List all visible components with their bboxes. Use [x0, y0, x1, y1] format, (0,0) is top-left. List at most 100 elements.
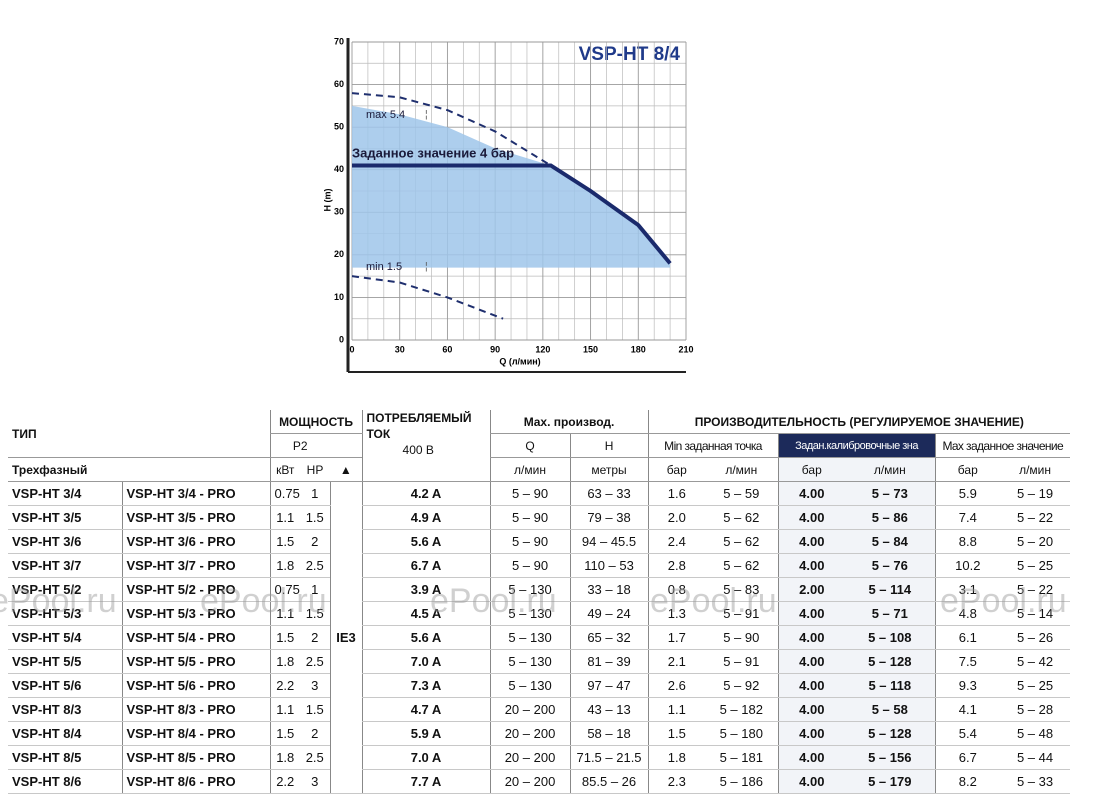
- cell: 2: [300, 625, 330, 650]
- cell: 5 – 128: [845, 649, 936, 674]
- cell: 5 – 20: [1000, 529, 1071, 554]
- cell: 5.6 A: [361, 625, 491, 650]
- y-tick-label: 10: [334, 292, 344, 302]
- cell: 5 – 130: [489, 577, 571, 602]
- cell: 5 – 179: [845, 769, 936, 794]
- y-axis-label: H (m): [322, 189, 332, 212]
- cell: 4.00: [777, 649, 846, 674]
- cell: 5 – 42: [1000, 649, 1071, 674]
- cell: VSP-HT 8/3: [8, 697, 122, 722]
- cell: 5 – 90: [489, 505, 571, 530]
- cell: 63 – 33: [569, 481, 649, 506]
- operating-area: [352, 105, 671, 268]
- cell: Q: [489, 433, 571, 458]
- cell: 5 – 76: [845, 553, 936, 578]
- cell: 4.1: [934, 697, 1001, 722]
- cell: 5 – 91: [705, 649, 779, 674]
- cell: 5 – 84: [845, 529, 936, 554]
- cell: л/мин: [705, 457, 779, 482]
- header-text: ПОТРЕБЛЯЕМЫЙ ТОК: [366, 411, 472, 441]
- cell: 1.5: [647, 721, 706, 746]
- cell: 4.00: [777, 721, 846, 746]
- cell: 5 – 86: [845, 505, 936, 530]
- cell: P2: [269, 433, 330, 458]
- cell: 5 – 130: [489, 649, 571, 674]
- cell: 1.8: [269, 649, 300, 674]
- cell: VSP-HT 3/4 - PRO: [121, 481, 270, 506]
- cell: VSP-HT 5/4 - PRO: [121, 625, 270, 650]
- cell: 2.6: [647, 673, 706, 698]
- cell: 5 – 90: [489, 553, 571, 578]
- cell: 79 – 38: [569, 505, 649, 530]
- cell: 97 – 47: [569, 673, 649, 698]
- x-tick-label: 90: [490, 344, 500, 354]
- cell: 1.1: [269, 601, 300, 626]
- cell: 5 – 26: [1000, 625, 1071, 650]
- cell: ТИП: [8, 410, 270, 458]
- cell: 5 – 186: [705, 769, 779, 794]
- cell: 0.8: [647, 577, 706, 602]
- cell: 5 – 108: [845, 625, 936, 650]
- y-tick-label: 40: [334, 164, 344, 174]
- header-row: Трехфазный кВт HP ▲ л/мин метры бар л/мин бар л/м…: [8, 457, 1071, 482]
- y-tick-label: 20: [334, 249, 344, 259]
- cell: Задан.калибровочные зна: [777, 433, 936, 458]
- cell: 4.00: [777, 529, 846, 554]
- cell: 1.8: [647, 745, 706, 770]
- cell: 0.75: [269, 481, 300, 506]
- cell: 6.1: [934, 625, 1001, 650]
- cell: 8.2: [934, 769, 1001, 794]
- cell: 5 – 182: [705, 697, 779, 722]
- cell: 4.2 A: [361, 481, 491, 506]
- x-tick-label: 210: [678, 344, 693, 354]
- cell: VSP-HT 5/2: [8, 577, 122, 602]
- cell: VSP-HT 8/6 - PRO: [121, 769, 270, 794]
- cell: 5 – 118: [845, 673, 936, 698]
- cell: VSP-HT 3/7 - PRO: [121, 553, 270, 578]
- cell: 5.9 A: [361, 721, 491, 746]
- cell: 4.00: [777, 745, 846, 770]
- cell: 2.2: [269, 673, 300, 698]
- cell: VSP-HT 8/4 - PRO: [121, 721, 270, 746]
- cell: 4.00: [777, 625, 846, 650]
- x-tick-label: 0: [349, 344, 354, 354]
- cell: 5 – 130: [489, 625, 571, 650]
- cell: 4.5 A: [361, 601, 491, 626]
- cell: 1.5: [269, 529, 300, 554]
- cell: VSP-HT 8/6: [8, 769, 122, 794]
- cell: 71.5 – 21.5: [569, 745, 649, 770]
- cell: 0.75: [269, 577, 300, 602]
- row: VSP-HT 8/5 VSP-HT 8/5 - PRO 1.8 2.5 7.0 A 20 …: [8, 745, 1071, 770]
- cell: 5 – 28: [1000, 697, 1071, 722]
- cell: 4.00: [777, 673, 846, 698]
- cell: л/мин: [489, 457, 571, 482]
- curve: [351, 275, 504, 320]
- cell: кВт: [269, 457, 300, 482]
- cell: 1.5: [300, 697, 330, 722]
- cell: 5 – 156: [845, 745, 936, 770]
- cell: 7.0 A: [361, 649, 491, 674]
- cell: 3: [300, 673, 330, 698]
- cell: 2.0: [647, 505, 706, 530]
- cell: 5.6 A: [361, 529, 491, 554]
- cell: 5 – 83: [705, 577, 779, 602]
- cell: 5 – 130: [489, 601, 571, 626]
- cell: 5 – 25: [1000, 553, 1071, 578]
- cell: 20 – 200: [489, 745, 571, 770]
- cell: 1.8: [269, 745, 300, 770]
- annotation: max 5.4: [366, 109, 405, 121]
- cell: 2: [300, 529, 330, 554]
- cell: 2.2: [269, 769, 300, 794]
- cell: Трехфазный: [8, 457, 270, 482]
- cell: VSP-HT 5/3 - PRO: [121, 601, 270, 626]
- annotation-mark: ¦: [425, 262, 428, 273]
- cell: 4.00: [777, 601, 846, 626]
- cell: 1.3: [647, 601, 706, 626]
- row: VSP-HT 8/4 VSP-HT 8/4 - PRO 1.5 2 5.9 A 20 – …: [8, 721, 1071, 746]
- x-tick-label: 180: [631, 344, 646, 354]
- cell: 1.7: [647, 625, 706, 650]
